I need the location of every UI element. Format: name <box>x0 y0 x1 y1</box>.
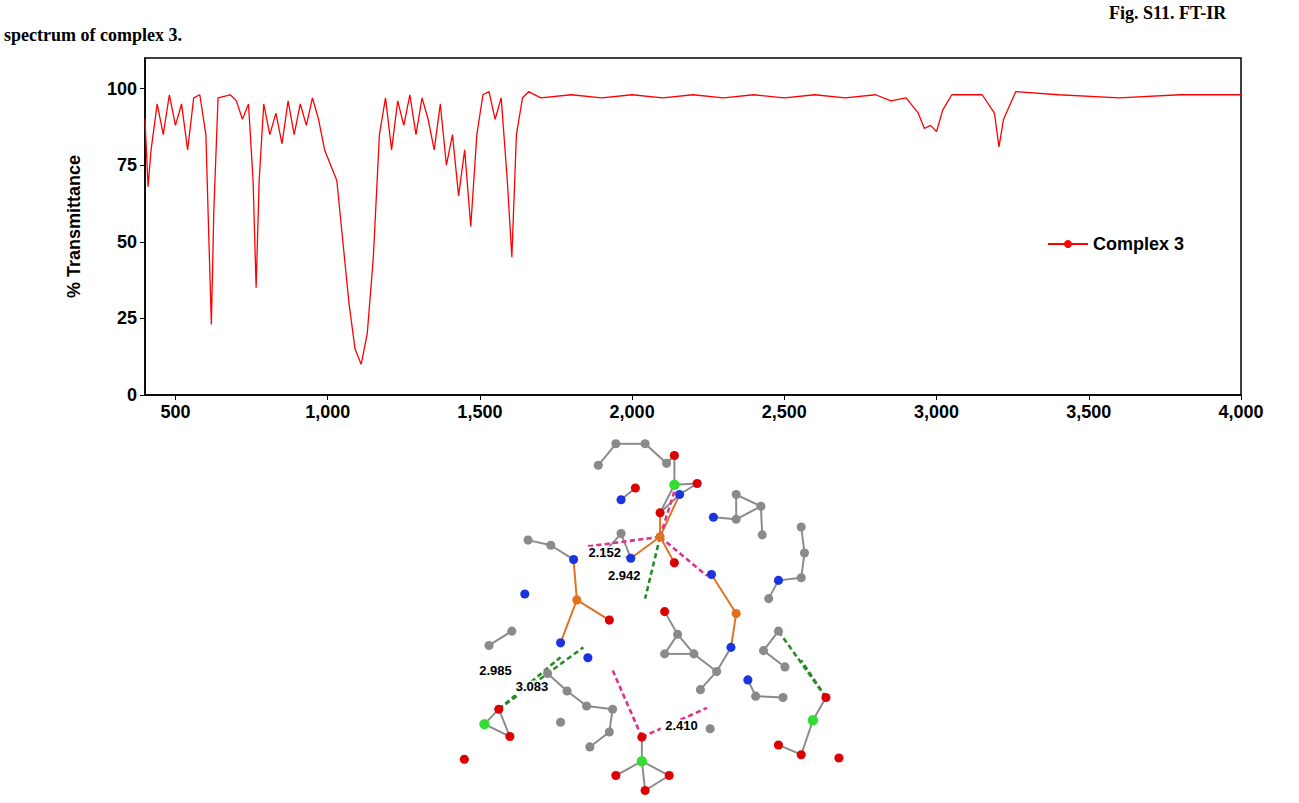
svg-text:500: 500 <box>160 402 190 422</box>
svg-text:3.083: 3.083 <box>516 679 549 694</box>
svg-text:1,500: 1,500 <box>457 402 502 422</box>
svg-text:% Transmittance: % Transmittance <box>64 155 84 298</box>
svg-text:2.410: 2.410 <box>665 718 698 733</box>
svg-text:50: 50 <box>117 232 137 252</box>
svg-text:3,500: 3,500 <box>1066 402 1111 422</box>
svg-text:1,000: 1,000 <box>305 402 350 422</box>
svg-text:100: 100 <box>107 79 137 99</box>
svg-text:0: 0 <box>127 385 137 405</box>
svg-text:75: 75 <box>117 155 137 175</box>
svg-text:25: 25 <box>117 308 137 328</box>
svg-text:4,000: 4,000 <box>1218 402 1263 422</box>
svg-text:2.152: 2.152 <box>589 545 622 560</box>
svg-text:2.942: 2.942 <box>608 568 641 583</box>
svg-text:3,000: 3,000 <box>914 402 959 422</box>
svg-text:2.985: 2.985 <box>479 663 512 678</box>
svg-text:2,500: 2,500 <box>762 402 807 422</box>
svg-text:Complex 3: Complex 3 <box>1093 234 1184 254</box>
svg-text:2,000: 2,000 <box>610 402 655 422</box>
html-text:Fig. S11. FT-IR spectrum of co: Fig. S11. FT-IR spectrum of complex 3. <box>4 3 1227 45</box>
